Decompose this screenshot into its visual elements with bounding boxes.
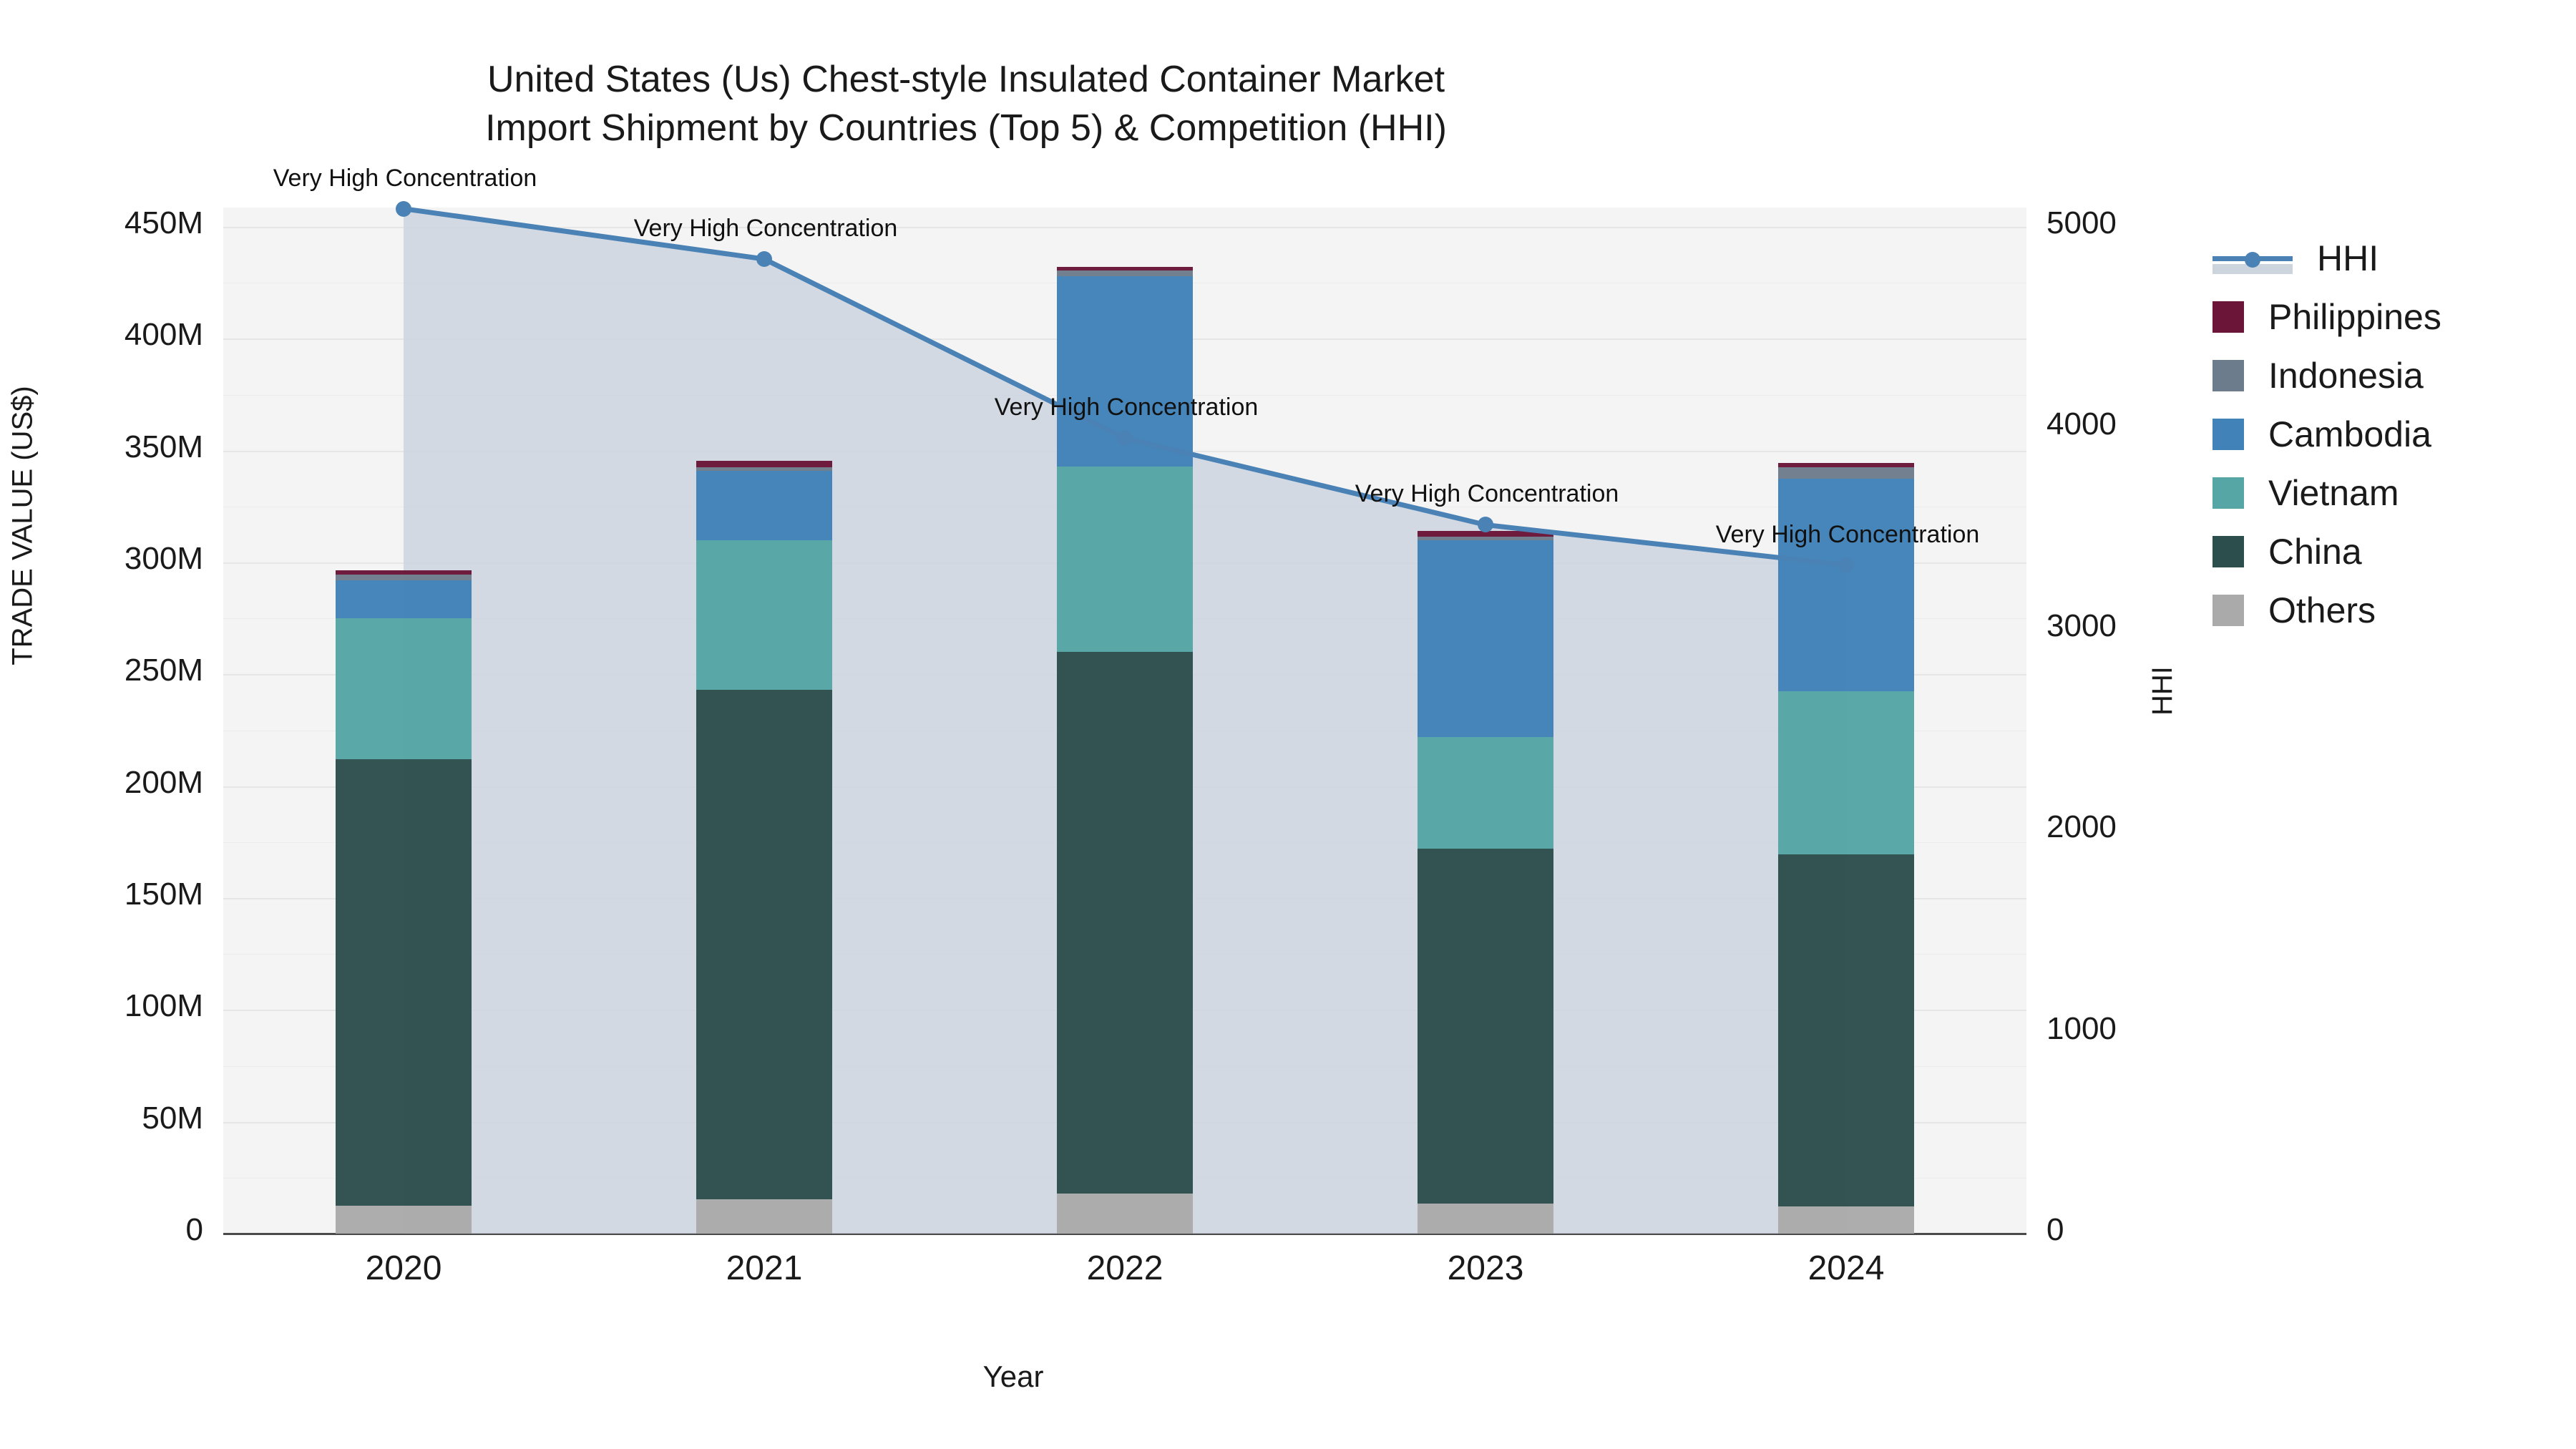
- bar-segment-others-2024[interactable]: [1778, 1206, 1914, 1234]
- hhi-point-2021[interactable]: [756, 251, 772, 268]
- y-left-tick-label: 300M: [124, 541, 203, 576]
- y-left-tick-label: 450M: [124, 205, 203, 240]
- annotation-2022: Very High Concentration: [994, 394, 1259, 421]
- bar-segment-philippines-2020[interactable]: [336, 570, 472, 575]
- bar-segment-others-2022[interactable]: [1057, 1193, 1193, 1234]
- bar-segment-indonesia-2021[interactable]: [696, 467, 832, 471]
- x-tick-label-2024: 2024: [1807, 1249, 1885, 1287]
- y-left-tick-label: 200M: [124, 764, 203, 800]
- y-left-tick-label: 400M: [124, 317, 203, 353]
- bar-segment-china-2023[interactable]: [1418, 849, 1553, 1204]
- legend-item-others[interactable]: Others: [2212, 581, 2441, 640]
- square-icon: [2212, 595, 2244, 626]
- y-right-tick-label: 1000: [2046, 1010, 2117, 1046]
- bar-segment-indonesia-2020[interactable]: [336, 575, 472, 580]
- y-right-tick-label: 3000: [2046, 608, 2117, 643]
- bar-segment-china-2022[interactable]: [1057, 652, 1193, 1194]
- chart-title: United States (Us) Chest-style Insulated…: [0, 56, 1932, 152]
- chart-title-line-2: Import Shipment by Countries (Top 5) & C…: [485, 107, 1447, 149]
- square-icon: [2212, 536, 2244, 567]
- y-left-tick-label: 50M: [142, 1100, 203, 1136]
- bar-segment-vietnam-2020[interactable]: [336, 618, 472, 760]
- legend-item-label: Philippines: [2268, 297, 2441, 337]
- annotation-2023: Very High Concentration: [1355, 480, 1619, 508]
- legend-item-label: Cambodia: [2268, 414, 2431, 454]
- y-left-tick-label: 100M: [124, 988, 203, 1024]
- bar-segment-indonesia-2022[interactable]: [1057, 270, 1193, 276]
- x-axis-line: [223, 1233, 2026, 1235]
- legend-item-philippines[interactable]: Philippines: [2212, 288, 2441, 346]
- hhi-point-2022[interactable]: [1117, 430, 1133, 447]
- bar-segment-china-2020[interactable]: [336, 759, 472, 1206]
- y-left-tick-label: 150M: [124, 877, 203, 912]
- legend-item-indonesia[interactable]: Indonesia: [2212, 346, 2441, 405]
- legend-item-hhi[interactable]: HHI: [2212, 229, 2441, 288]
- bar-segment-vietnam-2024[interactable]: [1778, 691, 1914, 855]
- bar-segment-indonesia-2024[interactable]: [1778, 467, 1914, 479]
- x-tick-label-2021: 2021: [726, 1249, 803, 1287]
- x-tick-label-2020: 2020: [365, 1249, 442, 1287]
- bar-segment-indonesia-2023[interactable]: [1418, 537, 1553, 540]
- bar-segment-china-2024[interactable]: [1778, 854, 1914, 1207]
- bar-segment-others-2020[interactable]: [336, 1205, 472, 1234]
- hhi-point-2020[interactable]: [396, 200, 411, 217]
- bar-segment-vietnam-2021[interactable]: [696, 540, 832, 691]
- square-icon: [2212, 360, 2244, 391]
- bar-segment-philippines-2021[interactable]: [696, 460, 832, 468]
- square-icon: [2212, 477, 2244, 509]
- legend-item-label: Vietnam: [2268, 473, 2399, 513]
- y-left-tick-label: 350M: [124, 429, 203, 464]
- bar-segment-china-2021[interactable]: [696, 690, 832, 1199]
- annotation-2021: Very High Concentration: [633, 215, 898, 243]
- legend-item-cambodia[interactable]: Cambodia: [2212, 405, 2441, 464]
- hhi-point-2024[interactable]: [1838, 557, 1854, 573]
- legend-item-china[interactable]: China: [2212, 522, 2441, 581]
- y-right-tick-label: 2000: [2046, 809, 2117, 845]
- y-right-tick-label: 5000: [2046, 205, 2117, 240]
- legend-item-vietnam[interactable]: Vietnam: [2212, 464, 2441, 522]
- annotation-2020: Very High Concentration: [273, 164, 537, 192]
- legend-item-label: China: [2268, 532, 2362, 572]
- bar-segment-vietnam-2023[interactable]: [1418, 736, 1553, 849]
- legend-item-label: Others: [2268, 590, 2376, 630]
- bar-segment-others-2023[interactable]: [1418, 1203, 1553, 1234]
- bar-segment-philippines-2024[interactable]: [1778, 462, 1914, 468]
- bar-segment-others-2021[interactable]: [696, 1199, 832, 1234]
- legend-item-label: HHI: [2317, 238, 2379, 278]
- line-marker-icon: [2212, 243, 2293, 274]
- legend: HHI Philippines Indonesia Cambodia Vietnam Ch…: [2212, 229, 2441, 640]
- hhi-point-2023[interactable]: [1478, 517, 1493, 533]
- chart-title-line-1: United States (Us) Chest-style Insulated…: [487, 59, 1445, 100]
- x-tick-label-2023: 2023: [1447, 1249, 1524, 1287]
- annotation-2024: Very High Concentration: [1715, 520, 1980, 548]
- x-axis-title: Year: [982, 1360, 1044, 1393]
- bar-segment-vietnam-2022[interactable]: [1057, 466, 1193, 653]
- y-right-tick-label: 0: [2046, 1212, 2064, 1247]
- square-icon: [2212, 419, 2244, 450]
- bar-segment-cambodia-2023[interactable]: [1418, 540, 1553, 737]
- bar-segment-cambodia-2024[interactable]: [1778, 478, 1914, 691]
- y-right-tick-label: 4000: [2046, 406, 2117, 442]
- square-icon: [2212, 301, 2244, 333]
- bar-segment-cambodia-2021[interactable]: [696, 470, 832, 540]
- legend-item-label: Indonesia: [2268, 356, 2424, 396]
- x-tick-label-2022: 2022: [1086, 1249, 1163, 1287]
- bar-segment-cambodia-2020[interactable]: [336, 580, 472, 619]
- y-left-tick-label: 0: [185, 1212, 203, 1247]
- y-left-tick-label: 250M: [124, 653, 203, 688]
- bar-segment-philippines-2022[interactable]: [1057, 267, 1193, 270]
